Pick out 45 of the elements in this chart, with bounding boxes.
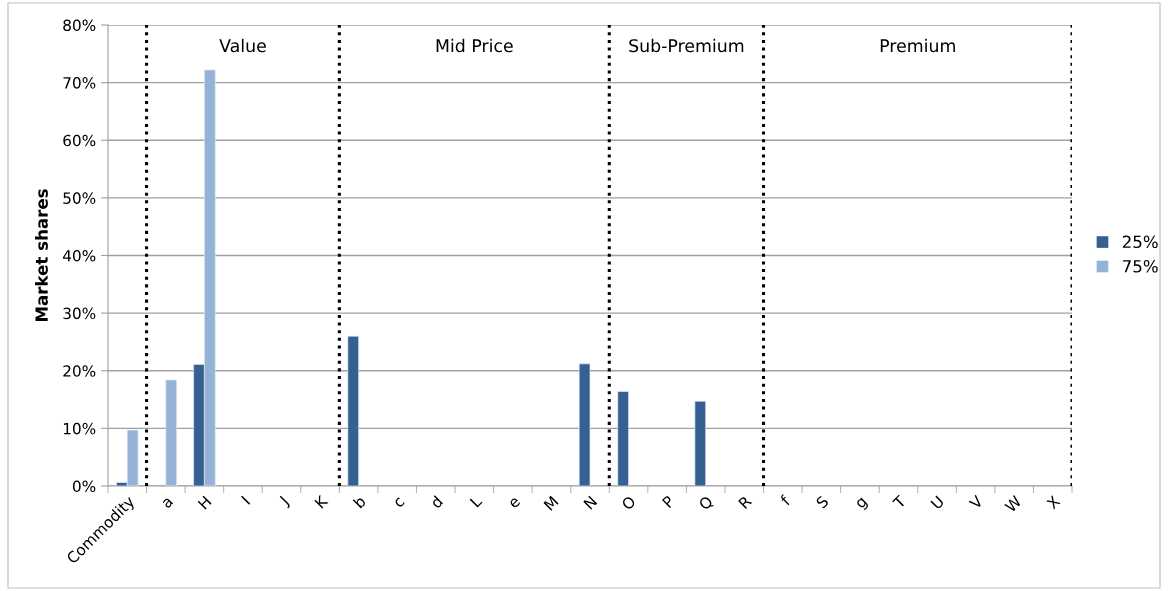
- y-tick-label: 70%: [63, 77, 96, 89]
- x-tick-label: T: [892, 494, 907, 510]
- y-tick-label: 40%: [62, 249, 96, 262]
- y-tick-label: 10%: [63, 422, 96, 435]
- bar: [578, 363, 591, 486]
- bar: [347, 335, 359, 486]
- x-tick-label: d: [429, 495, 444, 509]
- y-tick-label: 30%: [63, 307, 96, 320]
- y-tick-label: 50%: [63, 192, 96, 204]
- annotation: Value: [219, 38, 266, 53]
- bar: [617, 391, 629, 486]
- x-tick-label: X: [1045, 495, 1061, 510]
- annotation: Sub-Premium: [629, 38, 744, 53]
- y-tick-label: 80%: [63, 19, 96, 32]
- x-tick-label: N: [583, 495, 598, 510]
- bar: [694, 400, 707, 486]
- y-axis-title: Market shares: [35, 189, 48, 322]
- x-tick-label: a: [162, 497, 174, 509]
- x-tick-label: Q: [697, 495, 715, 512]
- x-tick-label: c: [394, 497, 405, 509]
- x-tick-label: W: [1004, 495, 1023, 513]
- x-tick-label: I: [241, 495, 251, 505]
- x-tick-label: K: [314, 494, 329, 509]
- x-tick-label: O: [620, 495, 637, 511]
- x-tick-label: S: [815, 495, 830, 509]
- annotation: Premium: [880, 38, 955, 53]
- x-tick-label: M: [543, 495, 559, 511]
- x-tick-label: e: [508, 497, 521, 509]
- x-tick-label: U: [930, 495, 945, 510]
- x-tick-label: g: [855, 497, 870, 512]
- x-tick-label: R: [738, 494, 753, 509]
- bar: [165, 379, 177, 486]
- y-tick-label: 0%: [72, 480, 96, 493]
- annotation: Mid Price: [436, 38, 513, 53]
- x-tick-label: P: [662, 495, 675, 508]
- x-tick-label: b: [352, 494, 367, 509]
- y-tick-label: 20%: [63, 365, 96, 377]
- x-tick-label: H: [197, 495, 212, 510]
- legend-label: 75%: [1123, 259, 1158, 273]
- x-tick-label: f: [779, 494, 792, 507]
- x-tick-label: V: [968, 494, 984, 510]
- legend-label: 25%: [1122, 235, 1158, 249]
- y-tick-label: 60%: [63, 134, 96, 147]
- x-tick-label: J: [278, 495, 291, 509]
- x-tick-label: L: [469, 494, 483, 508]
